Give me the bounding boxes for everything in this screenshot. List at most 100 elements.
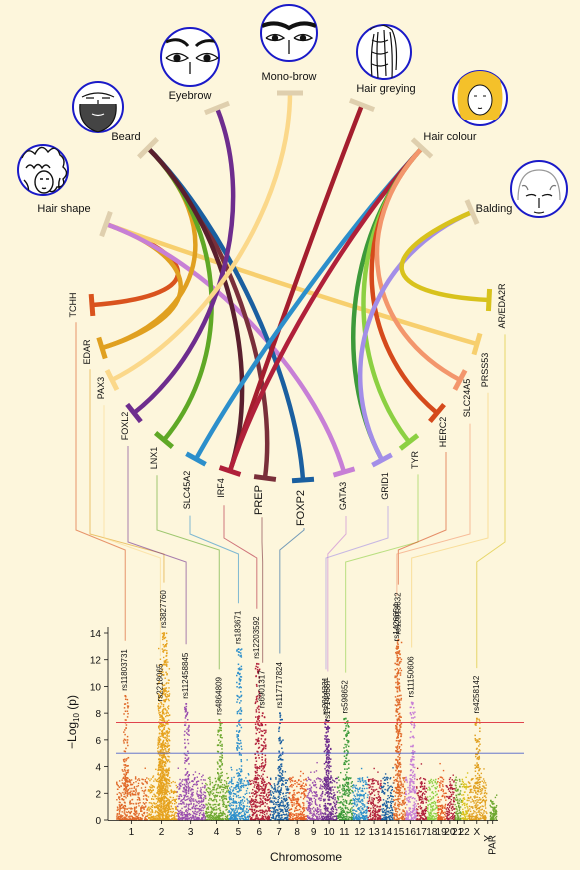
manhattan-point <box>143 790 145 793</box>
manhattan-point <box>174 816 176 818</box>
manhattan-point <box>456 813 458 815</box>
manhattan-point <box>332 807 334 810</box>
manhattan-point <box>128 819 131 821</box>
manhattan-point <box>423 782 426 785</box>
manhattan-point <box>469 790 472 792</box>
manhattan-point <box>247 818 250 820</box>
manhattan-point <box>253 805 255 808</box>
manhattan-point <box>286 803 288 805</box>
manhattan-point <box>372 817 374 819</box>
manhattan-point <box>423 793 426 795</box>
connector-rs4258142 <box>476 334 506 669</box>
manhattan-point <box>289 792 291 794</box>
manhattan-point <box>274 818 276 821</box>
manhattan-point <box>299 787 302 790</box>
manhattan-point <box>253 808 256 811</box>
manhattan-point <box>180 782 182 784</box>
manhattan-point <box>466 805 468 808</box>
manhattan-point <box>175 806 177 809</box>
manhattan-point <box>429 787 431 790</box>
manhattan-point <box>442 807 444 809</box>
manhattan-point <box>285 799 288 802</box>
manhattan-point <box>245 810 247 812</box>
manhattan-point <box>455 807 457 810</box>
manhattan-point <box>434 803 436 805</box>
manhattan-point <box>465 783 467 786</box>
manhattan-point <box>340 810 342 813</box>
manhattan-point <box>214 816 217 818</box>
manhattan-point <box>127 811 129 814</box>
manhattan-point <box>209 783 211 786</box>
manhattan-point <box>326 785 328 787</box>
manhattan-point <box>337 817 339 820</box>
manhattan-point <box>485 816 487 819</box>
manhattan-point <box>273 797 276 800</box>
manhattan-point <box>268 807 271 809</box>
manhattan-point <box>381 810 384 812</box>
manhattan-point <box>381 814 383 816</box>
manhattan-point <box>306 808 308 810</box>
manhattan-point <box>493 811 495 813</box>
manhattan-point <box>247 800 249 802</box>
manhattan-point <box>125 773 128 776</box>
manhattan-point <box>340 771 342 774</box>
manhattan-point <box>176 786 178 789</box>
manhattan-point <box>239 801 242 803</box>
manhattan-point <box>428 815 430 817</box>
manhattan-point <box>228 818 230 821</box>
manhattan-point <box>336 786 339 788</box>
manhattan-point <box>300 793 303 795</box>
manhattan-point <box>283 777 285 779</box>
manhattan-point <box>180 795 183 797</box>
manhattan-point <box>146 815 148 818</box>
manhattan-point <box>119 808 121 811</box>
manhattan-point <box>484 815 487 818</box>
manhattan-point <box>396 814 398 817</box>
manhattan-point <box>324 798 326 801</box>
manhattan-point <box>470 806 472 808</box>
manhattan-point <box>294 780 297 782</box>
manhattan-point <box>274 817 277 820</box>
manhattan-point <box>280 801 282 803</box>
manhattan-point <box>314 802 317 804</box>
manhattan-point <box>197 787 199 789</box>
manhattan-point <box>352 812 355 814</box>
manhattan-point <box>119 801 121 804</box>
manhattan-point <box>215 799 218 801</box>
manhattan-point <box>123 773 125 775</box>
manhattan-point <box>235 808 237 810</box>
manhattan-point <box>223 784 226 786</box>
manhattan-point <box>385 815 387 818</box>
manhattan-point <box>313 784 315 786</box>
manhattan-point <box>468 799 470 802</box>
manhattan-point <box>474 797 476 799</box>
manhattan-point <box>431 810 433 812</box>
manhattan-point <box>237 807 240 809</box>
manhattan-point <box>142 802 145 804</box>
manhattan-point <box>336 800 338 802</box>
manhattan-point <box>458 778 461 781</box>
manhattan-point <box>372 809 375 811</box>
manhattan-point <box>152 819 154 821</box>
manhattan-point <box>358 797 361 799</box>
manhattan-point <box>213 816 215 819</box>
manhattan-point <box>465 776 467 779</box>
manhattan-point <box>481 817 483 819</box>
manhattan-point <box>385 809 387 811</box>
manhattan-point <box>353 794 355 797</box>
manhattan-point <box>311 808 314 810</box>
manhattan-point <box>367 807 369 809</box>
manhattan-point <box>422 777 425 780</box>
manhattan-point <box>441 777 444 779</box>
manhattan-point <box>374 818 377 821</box>
manhattan-point <box>483 785 485 787</box>
manhattan-point <box>292 776 294 778</box>
manhattan-point <box>311 792 313 794</box>
manhattan-point <box>204 786 206 788</box>
manhattan-point <box>263 813 266 816</box>
manhattan-point <box>475 818 478 820</box>
manhattan-point <box>224 779 226 782</box>
manhattan-point <box>445 808 447 810</box>
manhattan-point <box>194 808 196 810</box>
